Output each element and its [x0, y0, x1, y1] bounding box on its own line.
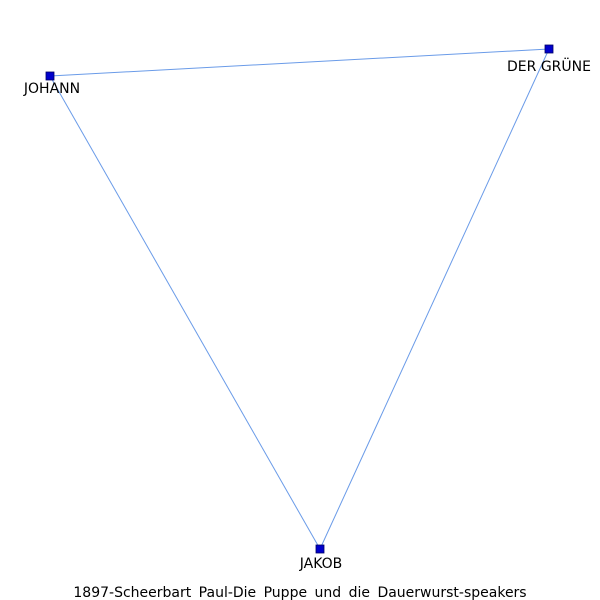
node-jakob [315, 544, 325, 554]
node-label-johann: JOHANN [23, 81, 80, 97]
node-label-jakob: JAKOB [299, 556, 343, 572]
graph-caption: 1897-Scheerbart Paul-Die Puppe und die D… [73, 585, 526, 600]
nodes-layer [45, 44, 554, 554]
edge-johann-der-grune [49, 48, 550, 77]
node-der-grune [544, 44, 554, 54]
node-label-der-grune: DER GRÜNE [507, 57, 591, 75]
edge-der-grune-jakob [319, 48, 550, 550]
labels-layer: JOHANN DER GRÜNE JAKOB [23, 57, 591, 572]
edge-johann-jakob [49, 75, 321, 550]
edges-layer [49, 48, 550, 550]
node-johann [45, 71, 55, 81]
